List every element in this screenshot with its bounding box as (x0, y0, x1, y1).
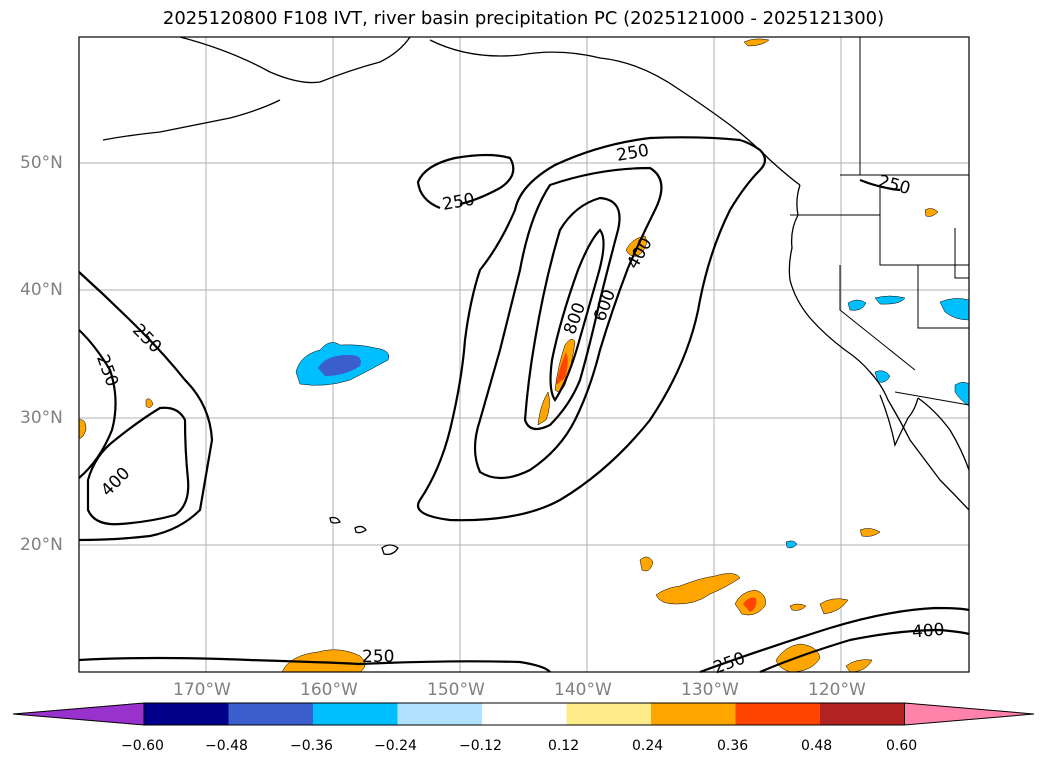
ivt-contour-250 (78, 656, 551, 673)
colorbar-tick-label: −0.60 (121, 738, 164, 754)
lat-label: 40°N (20, 280, 63, 300)
positive-precip-patch (924, 208, 939, 217)
state-border (839, 265, 916, 371)
colorbar-tick-label: 0.36 (717, 738, 749, 754)
colorbar-tick-label: −0.36 (290, 738, 333, 754)
positive-precip-core (556, 352, 568, 385)
lon-label: 150°W (427, 680, 485, 700)
state-border (954, 228, 969, 279)
ivt-contour-400 (86, 406, 190, 526)
colorbar-swatch (820, 703, 905, 725)
mexico-coast (917, 397, 970, 471)
alaska-coast (179, 36, 411, 84)
mexico-border (894, 391, 970, 406)
positive-precip-patch (78, 419, 87, 439)
colorbar-tick-label: 0.12 (548, 738, 580, 754)
positive-precip-core (743, 597, 757, 612)
map-background (79, 37, 969, 672)
lon-label: 140°W (554, 680, 612, 700)
alaska-southeast-coast (429, 39, 801, 186)
baja-coast (879, 394, 919, 448)
positive-precip-patch (281, 649, 366, 673)
state-border (917, 265, 969, 329)
ivt-contour-250 (417, 136, 767, 522)
colorbar-tick-label: 0.24 (632, 738, 664, 754)
colorbar-swatch (144, 703, 229, 725)
colorbar-extend-low (12, 702, 145, 726)
state-border (790, 214, 969, 266)
pacific-northwest-coast (788, 184, 970, 511)
positive-precip-patch (789, 603, 807, 611)
ivt-contour-250 (416, 153, 515, 210)
colorbar-tick-label: 0.60 (886, 738, 918, 754)
colorbar-tick-label: −0.12 (459, 738, 502, 754)
colorbar-swatch (313, 703, 398, 725)
colorbar-swatch (228, 703, 313, 725)
gridlines (79, 37, 969, 672)
hawaii-island (381, 544, 399, 556)
ivt-contour-250 (78, 329, 117, 479)
colorbar-extend-high (904, 702, 1035, 726)
ivt-contour-800 (549, 228, 605, 402)
lon-label: 170°W (173, 680, 231, 700)
negative-precip-patch (847, 299, 867, 311)
contour-label: 250 (362, 647, 394, 667)
negative-precip-patch (874, 370, 891, 383)
negative-precip-patch (874, 295, 906, 305)
ivt-contour-400 (759, 628, 970, 674)
ivt-contours (78, 136, 970, 674)
colorbar (12, 702, 1035, 726)
colorbar-tick-label: −0.24 (374, 738, 417, 754)
negative-precip-core (318, 354, 361, 376)
colorbar-outline (143, 702, 905, 726)
colorbar-swatch (397, 703, 482, 725)
lat-label: 20°N (20, 535, 63, 555)
map-title: 2025120800 F108 IVT, river basin precipi… (162, 8, 885, 29)
positive-precip-patch (625, 235, 647, 257)
positive-precip-patch (819, 598, 849, 615)
colorbar-swatch (735, 703, 820, 725)
colorbar-swatch (482, 703, 567, 725)
ivt-contour-250 (859, 178, 901, 192)
ivt-contour-250 (699, 606, 970, 674)
positive-precip-patch (655, 573, 741, 605)
hawaii-island (329, 516, 341, 524)
political-borders (790, 37, 970, 406)
hawaii-island (354, 525, 367, 534)
positive-precip-patch (859, 528, 881, 537)
alaska-peninsula (102, 99, 281, 141)
colorbar-tick-label: 0.48 (801, 738, 833, 754)
lat-label: 30°N (20, 408, 63, 428)
lon-label: 130°W (681, 680, 739, 700)
ivt-contour-400 (473, 166, 663, 480)
lon-label: 120°W (808, 680, 866, 700)
colorbar-swatch (566, 703, 651, 725)
lat-label: 50°N (20, 153, 63, 173)
lon-label: 160°W (300, 680, 358, 700)
contour-label: 400 (911, 620, 945, 643)
positive-precip-patch (145, 398, 154, 408)
positive-precip-patch (639, 556, 654, 572)
colorbar-tick-label: −0.48 (205, 738, 248, 754)
ivt-contour-600 (523, 196, 621, 431)
positive-precip-patch (537, 391, 550, 426)
ivt-contour-250 (78, 271, 214, 542)
map-frame (78, 36, 970, 673)
colorbar-swatch (651, 703, 736, 725)
negative-precip-patch (785, 540, 798, 549)
coastlines (102, 36, 970, 556)
positive-precip-patch (743, 38, 770, 47)
